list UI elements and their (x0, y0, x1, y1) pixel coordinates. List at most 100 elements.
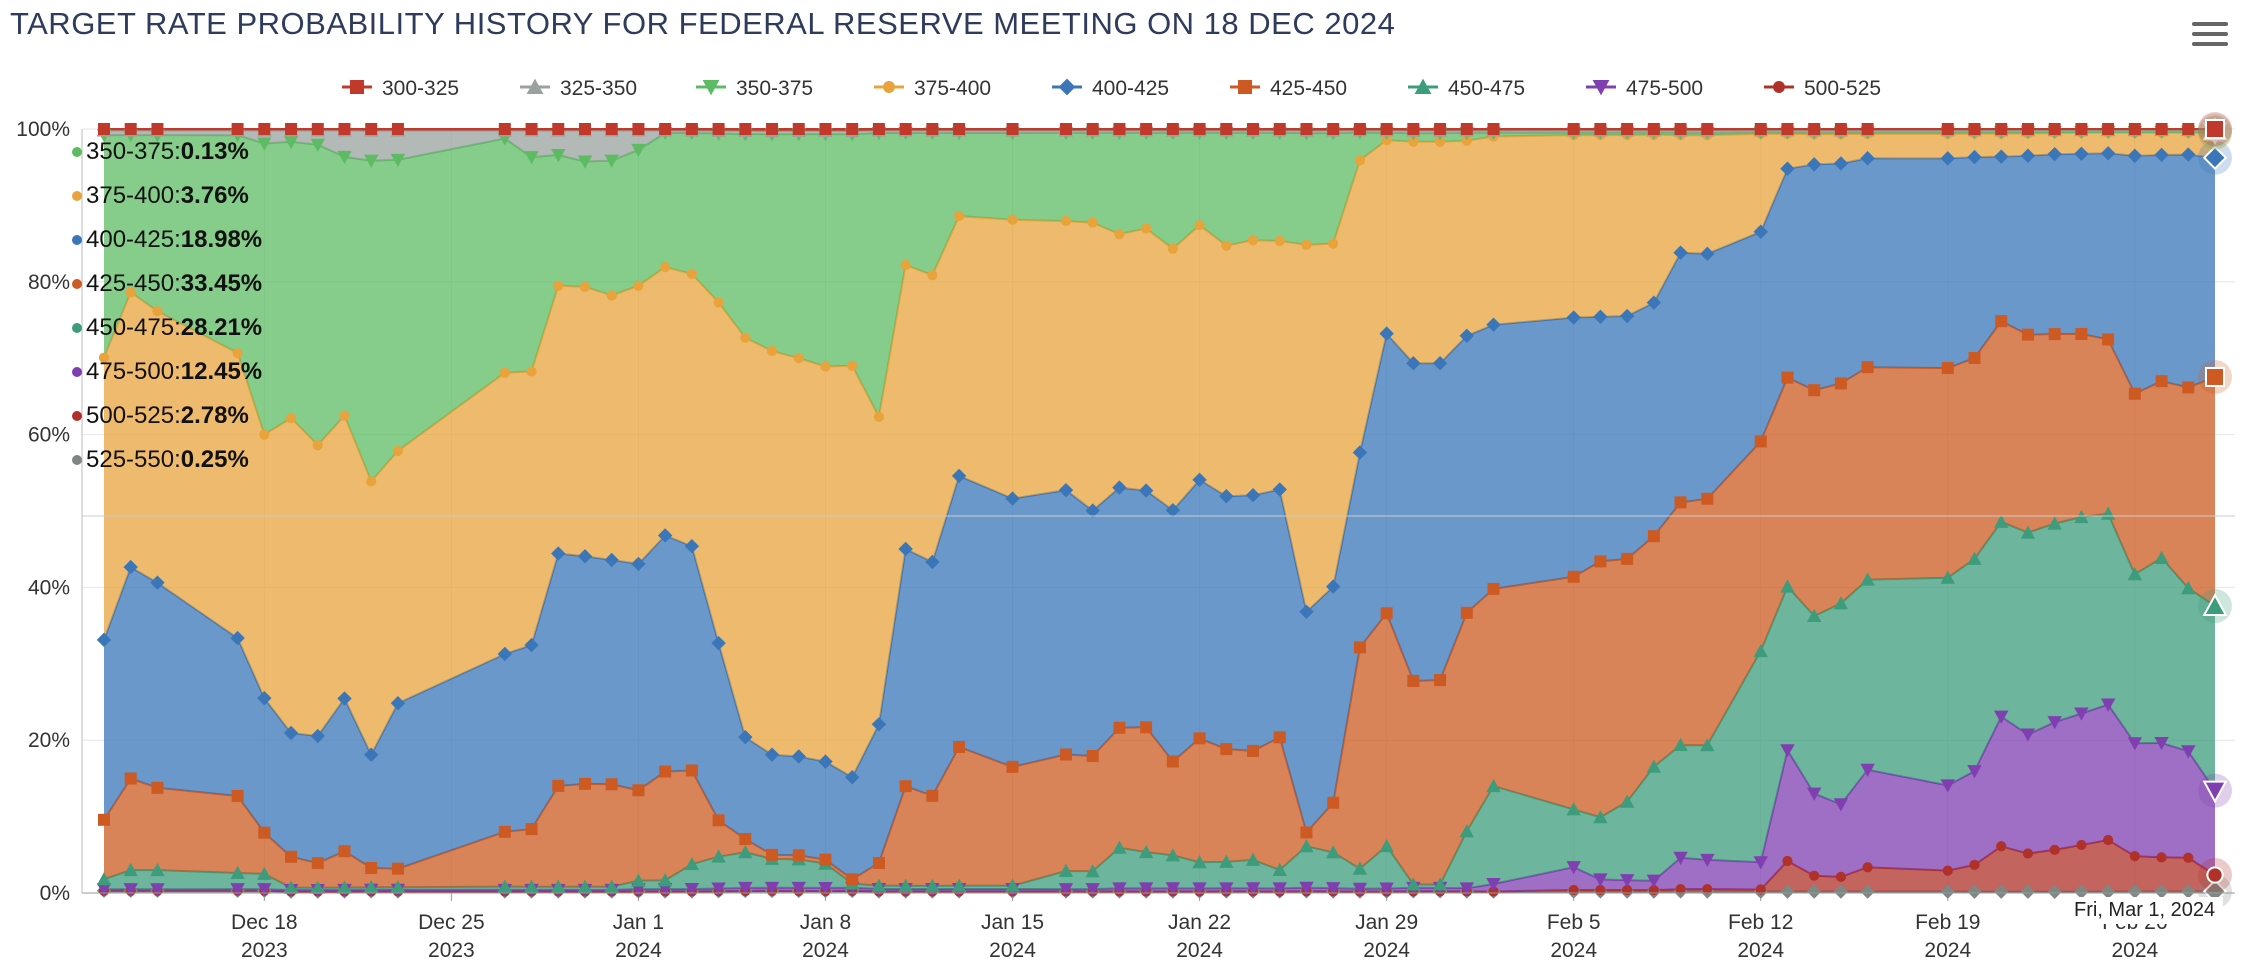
point-400-425[interactable] (684, 539, 700, 554)
point-400-425[interactable] (1245, 488, 1261, 503)
area-375-400[interactable] (104, 132, 2215, 778)
point-300-325[interactable] (1434, 123, 1447, 135)
point-350-375[interactable] (604, 154, 619, 168)
point-475-500[interactable] (1994, 710, 2009, 724)
point-375-400[interactable] (1434, 136, 1446, 147)
point-375-400[interactable] (900, 259, 911, 271)
point-475-500[interactable] (1165, 882, 1181, 896)
point-375-400[interactable] (1381, 135, 1392, 146)
point-300-325[interactable] (2075, 123, 2088, 135)
point-375-400[interactable] (392, 445, 404, 457)
point-400-425[interactable] (1058, 482, 1074, 498)
point-400-425[interactable] (898, 541, 913, 557)
point-500-525[interactable] (1996, 841, 2007, 852)
point-450-475[interactable] (524, 879, 539, 893)
hover-point-300-325[interactable] (2205, 119, 2225, 139)
point-500-525[interactable] (1809, 870, 1820, 881)
point-300-325[interactable] (1327, 123, 1340, 135)
point-400-425[interactable] (2127, 148, 2143, 163)
legend-label[interactable]: 425-450 (1270, 77, 1347, 100)
hamburger-menu-icon[interactable] (2192, 22, 2228, 52)
point-375-400[interactable] (1301, 239, 1312, 251)
point-300-325[interactable] (1487, 123, 1500, 135)
point-525-550[interactable] (2181, 884, 2196, 899)
point-300-325[interactable] (1674, 123, 1687, 135)
point-400-425[interactable] (711, 635, 726, 651)
point-400-425[interactable] (1219, 489, 1234, 504)
point-425-450[interactable] (899, 780, 912, 793)
legend-item-450-475[interactable]: 450-475 (1408, 77, 1525, 100)
hover-point-475-500[interactable] (2202, 780, 2228, 804)
point-475-500[interactable] (150, 883, 165, 897)
legend-symbol-425-450[interactable] (1238, 80, 1252, 94)
point-400-425[interactable] (1566, 310, 1581, 325)
point-300-325[interactable] (872, 123, 885, 135)
point-425-450[interactable] (1567, 570, 1580, 583)
point-300-325[interactable] (311, 123, 324, 135)
point-375-400[interactable] (125, 287, 136, 298)
point-375-400[interactable] (1194, 220, 1205, 231)
point-400-425[interactable] (1085, 503, 1100, 518)
point-450-475[interactable] (1486, 778, 1501, 793)
point-350-375[interactable] (577, 155, 593, 169)
point-450-475[interactable] (1459, 824, 1474, 838)
point-300-325[interactable] (792, 123, 805, 135)
point-300-325[interactable] (1754, 123, 1767, 135)
point-400-425[interactable] (2154, 147, 2169, 163)
point-425-450[interactable] (1861, 361, 1874, 374)
point-300-325[interactable] (525, 123, 538, 135)
point-300-325[interactable] (552, 123, 565, 135)
point-475-500[interactable] (1192, 882, 1207, 896)
point-475-500[interactable] (1379, 882, 1394, 896)
point-525-550[interactable] (2154, 884, 2169, 899)
point-300-325[interactable] (766, 123, 779, 135)
point-375-400[interactable] (232, 348, 243, 359)
point-400-425[interactable] (390, 696, 406, 711)
point-375-400[interactable] (873, 411, 885, 423)
point-425-450[interactable] (659, 765, 672, 778)
point-425-450[interactable] (1193, 732, 1206, 745)
point-300-325[interactable] (124, 123, 137, 135)
point-375-400[interactable] (1114, 229, 1125, 240)
point-450-475[interactable] (1352, 861, 1368, 875)
point-475-500[interactable] (96, 883, 112, 897)
point-300-325[interactable] (739, 123, 752, 135)
point-375-400[interactable] (285, 413, 297, 424)
point-300-325[interactable] (1300, 123, 1313, 135)
point-400-425[interactable] (283, 725, 299, 741)
point-450-475[interactable] (283, 880, 299, 894)
point-475-500[interactable] (2020, 728, 2036, 742)
point-450-475[interactable] (1646, 759, 1662, 773)
point-475-500[interactable] (1138, 882, 1154, 896)
point-425-450[interactable] (1327, 796, 1340, 809)
point-400-425[interactable] (1646, 295, 1662, 310)
point-425-450[interactable] (1808, 384, 1821, 397)
point-375-400[interactable] (259, 429, 270, 440)
point-450-475[interactable] (951, 878, 967, 892)
point-300-325[interactable] (632, 123, 645, 135)
point-400-425[interactable] (1112, 480, 1127, 495)
point-450-475[interactable] (1940, 570, 1955, 584)
point-450-475[interactable] (1806, 608, 1822, 623)
point-425-450[interactable] (1113, 721, 1126, 734)
point-425-450[interactable] (2182, 381, 2195, 394)
point-300-325[interactable] (1220, 123, 1233, 135)
point-350-375[interactable] (364, 154, 379, 168)
point-425-450[interactable] (552, 779, 565, 792)
point-450-475[interactable] (711, 849, 726, 863)
point-375-400[interactable] (499, 367, 510, 378)
point-525-550[interactable] (1833, 884, 1849, 899)
point-400-425[interactable] (551, 546, 566, 561)
point-425-450[interactable] (632, 784, 645, 797)
point-400-425[interactable] (657, 528, 673, 543)
point-400-425[interactable] (1700, 246, 1715, 262)
point-500-525[interactable] (1942, 865, 1953, 876)
point-425-450[interactable] (285, 850, 298, 863)
point-400-425[interactable] (2181, 147, 2196, 162)
point-450-475[interactable] (1780, 579, 1795, 593)
point-425-450[interactable] (872, 856, 885, 869)
area-500-525[interactable] (104, 840, 2215, 892)
point-425-450[interactable] (1247, 744, 1260, 757)
point-375-400[interactable] (1167, 243, 1178, 254)
